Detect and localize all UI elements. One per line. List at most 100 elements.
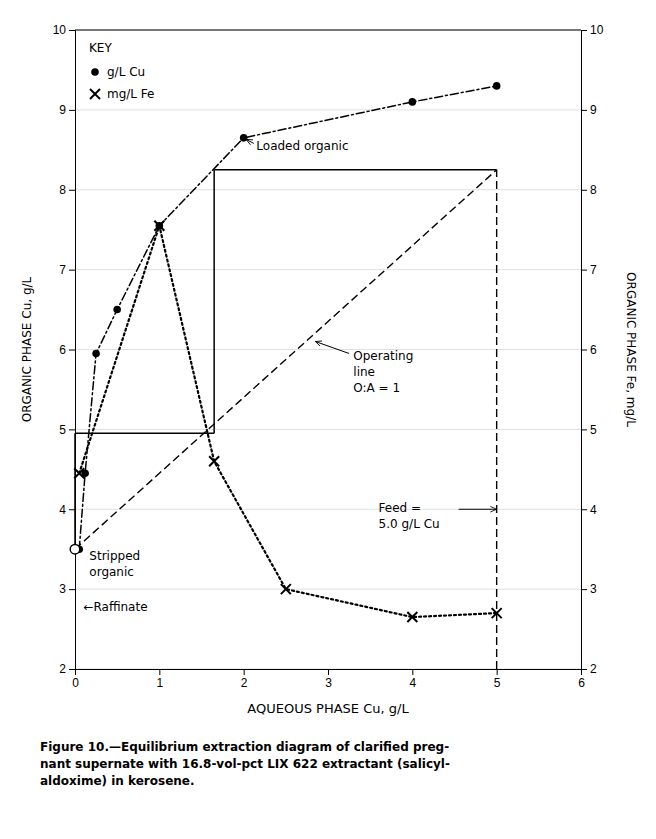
point (154, 221, 164, 231)
axis-line (69, 31, 76, 670)
chart: 012345623456789102345678910Loaded organi… (0, 0, 656, 839)
annotation: ←Raffinate (83, 600, 147, 614)
point (113, 306, 121, 314)
annotation: Feed =5.0 g/L Cu (379, 501, 440, 531)
grid-line (75, 189, 581, 190)
legend-symbol (90, 89, 100, 99)
legend-label: mg/L Fe (107, 87, 154, 101)
series-line (79, 86, 496, 549)
annotation-arrow (246, 139, 254, 143)
grid-line (75, 269, 581, 270)
tick-mark (69, 509, 75, 510)
point (281, 584, 291, 594)
tick-label: 3 (59, 582, 66, 596)
point (70, 544, 80, 554)
series-line (75, 170, 497, 549)
tick-label: 2 (590, 662, 597, 676)
tick: 3 (59, 582, 75, 596)
tick-label: 6 (590, 343, 597, 357)
annotation-arrow (459, 509, 497, 510)
tick-label: 7 (59, 263, 66, 277)
tick-label: 4 (409, 676, 416, 690)
tick-label: 10 (53, 23, 67, 37)
marks (70, 82, 501, 669)
tick: 5 (581, 423, 597, 437)
annotation-arrow (315, 342, 349, 354)
grid (75, 30, 581, 669)
point (209, 456, 219, 466)
grid-line (75, 589, 581, 590)
plot: 012345623456789102345678910Loaded organi… (53, 23, 604, 689)
tick-label: 9 (590, 103, 597, 117)
tick: 4 (59, 503, 75, 517)
tick: 6 (578, 669, 585, 690)
tick-mark (581, 30, 587, 31)
tick-mark (412, 669, 413, 675)
grid-line (75, 30, 581, 31)
tick: 1 (156, 669, 163, 690)
frame-line (75, 30, 581, 31)
annotation: Strippedorganic (89, 549, 140, 579)
y2-axis: 2345678910 (581, 23, 604, 676)
tick-mark (497, 669, 498, 675)
y2-axis-title: ORGANIC PHASE Fe, mg/L (624, 272, 638, 427)
tick: 8 (581, 183, 597, 197)
tick-mark (69, 669, 75, 670)
tick-mark (69, 589, 75, 590)
tick: 6 (59, 343, 75, 357)
tick: 2 (581, 662, 597, 676)
annotation: Loaded organic (256, 139, 348, 153)
grid-line (75, 509, 581, 510)
tick: 9 (59, 103, 75, 117)
tick-label: 6 (578, 676, 585, 690)
tick: 2 (241, 669, 248, 690)
tick: 7 (59, 263, 75, 277)
tick-mark (581, 350, 587, 351)
annotation: OperatinglineO:A = 1 (353, 349, 413, 395)
tick: 3 (325, 669, 332, 690)
point (409, 98, 417, 106)
tick: 9 (581, 103, 597, 117)
tick-label: 5 (590, 423, 597, 437)
tick-mark (581, 270, 587, 271)
tick-label: 1 (156, 676, 163, 690)
tick-label: 8 (590, 183, 597, 197)
tick-mark (581, 589, 587, 590)
tick-label: 2 (59, 662, 66, 676)
caption: nant supernate with 16.8-vol-pct LIX 622… (40, 757, 450, 771)
grid-line (75, 429, 581, 430)
tick-label: 3 (590, 582, 597, 596)
axis-line (582, 31, 588, 670)
legend: KEYg/L Cumg/L Fe (89, 41, 154, 101)
tick: 6 (581, 343, 597, 357)
series-line (496, 170, 497, 669)
tick-label: 0 (72, 676, 79, 690)
series-line (213, 170, 215, 434)
tick: 4 (581, 503, 597, 517)
series-line (79, 226, 496, 617)
tick-mark (69, 429, 75, 430)
tick-mark (69, 30, 75, 31)
tick-label: 6 (59, 343, 66, 357)
legend-label: g/L Cu (107, 65, 145, 79)
legend-symbol (91, 68, 99, 76)
tick: 3 (581, 582, 597, 596)
tick-label: 3 (325, 676, 332, 690)
tick: 0 (72, 669, 79, 690)
tick-label: 5 (59, 423, 66, 437)
tick-mark (69, 350, 75, 351)
caption: Figure 10.—Equilibrium extraction diagra… (40, 740, 449, 754)
point (493, 82, 501, 90)
tick-label: 2 (241, 676, 248, 690)
tick: 10 (581, 23, 604, 37)
tick: 5 (59, 423, 75, 437)
tick-mark (69, 270, 75, 271)
annotations: Loaded organic OperatinglineO:A = 1 Stripp… (83, 139, 496, 614)
tick: 5 (494, 669, 501, 690)
tick: 8 (59, 183, 75, 197)
tick-mark (69, 110, 75, 111)
tick-label: 9 (59, 103, 66, 117)
series-line (74, 433, 76, 549)
x-axis: 0 1 2 3 4 5 6 (72, 669, 585, 690)
grid-line (75, 109, 581, 110)
